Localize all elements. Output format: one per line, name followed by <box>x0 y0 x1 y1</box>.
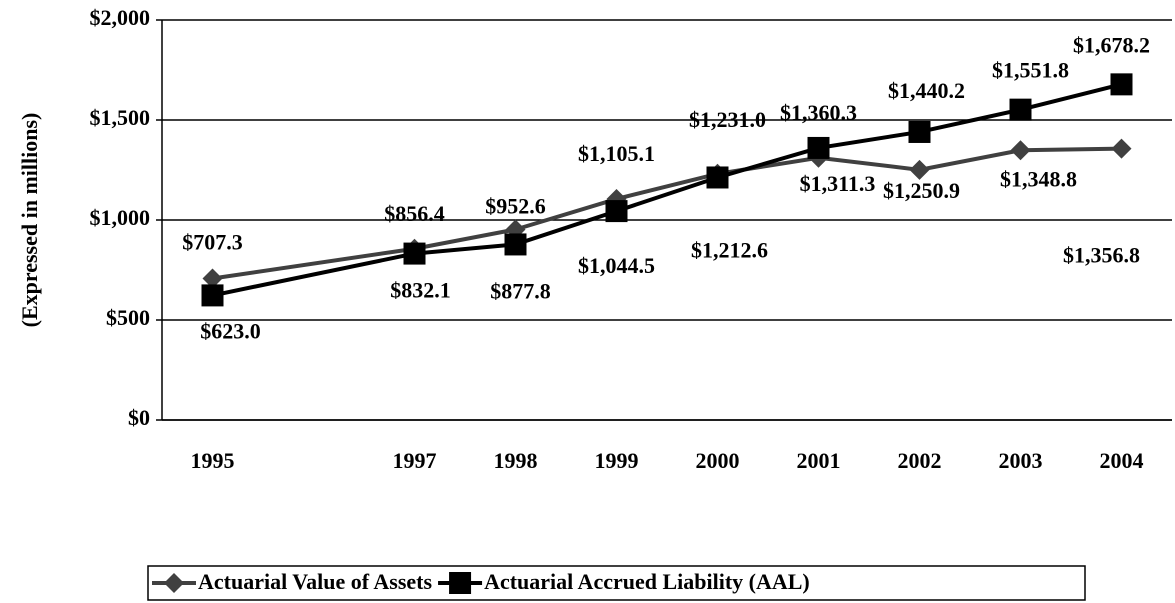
data-label: $1,551.8 <box>992 58 1069 83</box>
point <box>504 233 527 256</box>
data-label: $1,311.3 <box>800 171 876 196</box>
point <box>1111 138 1132 159</box>
x-tick-label: 1999 <box>595 448 639 473</box>
x-tick-label: 2003 <box>999 448 1043 473</box>
point <box>908 120 931 143</box>
data-label: $623.0 <box>200 318 261 343</box>
point <box>706 166 729 189</box>
y-tick-label: $2,000 <box>90 5 151 30</box>
legend-box <box>147 565 1086 601</box>
x-tick-label: 2002 <box>898 448 942 473</box>
y-tick-label: $1,500 <box>90 105 151 130</box>
data-label: $1,105.1 <box>578 141 655 166</box>
y-tick-label: $1,000 <box>90 205 151 230</box>
point <box>201 284 224 307</box>
y-tick-label: $0 <box>128 405 150 430</box>
y-axis-label: (Expressed in millions) <box>17 113 42 328</box>
data-label: $1,348.8 <box>1000 166 1077 191</box>
x-tick-label: 2001 <box>797 448 841 473</box>
data-label: $1,440.2 <box>888 78 965 103</box>
x-tick-label: 1998 <box>494 448 538 473</box>
x-tick-label: 2004 <box>1100 448 1144 473</box>
series-line <box>212 82 1122 298</box>
x-tick-label: 1997 <box>393 448 437 473</box>
data-label: $877.8 <box>490 278 551 303</box>
series-line <box>212 146 1122 281</box>
data-label: $1,044.5 <box>578 253 655 278</box>
point <box>909 159 930 180</box>
point <box>605 200 628 223</box>
data-label: $1,231.0 <box>689 107 766 132</box>
legend-marker <box>164 573 184 593</box>
point <box>202 268 223 289</box>
data-label: $952.6 <box>485 194 546 219</box>
legend-marker <box>449 572 472 594</box>
data-label: $832.1 <box>390 278 451 303</box>
point <box>403 242 426 265</box>
legend-label: Actuarial Accrued Liability (AAL) <box>484 569 810 594</box>
data-label: $1,212.6 <box>691 238 768 263</box>
x-tick-label: 1995 <box>191 448 235 473</box>
data-label: $856.4 <box>384 201 445 226</box>
data-label: $1,360.3 <box>780 100 857 125</box>
y-tick-label: $500 <box>106 305 150 330</box>
point <box>1009 98 1032 121</box>
legend-label: Actuarial Value of Assets <box>198 569 433 594</box>
data-label: $1,678.2 <box>1073 32 1150 57</box>
x-tick-label: 2000 <box>696 448 740 473</box>
point <box>1010 140 1031 161</box>
data-label: $1,250.9 <box>883 178 960 203</box>
data-label: $707.3 <box>182 230 243 255</box>
data-label: $1,356.8 <box>1063 243 1140 268</box>
point <box>807 136 830 159</box>
point <box>1110 73 1133 96</box>
